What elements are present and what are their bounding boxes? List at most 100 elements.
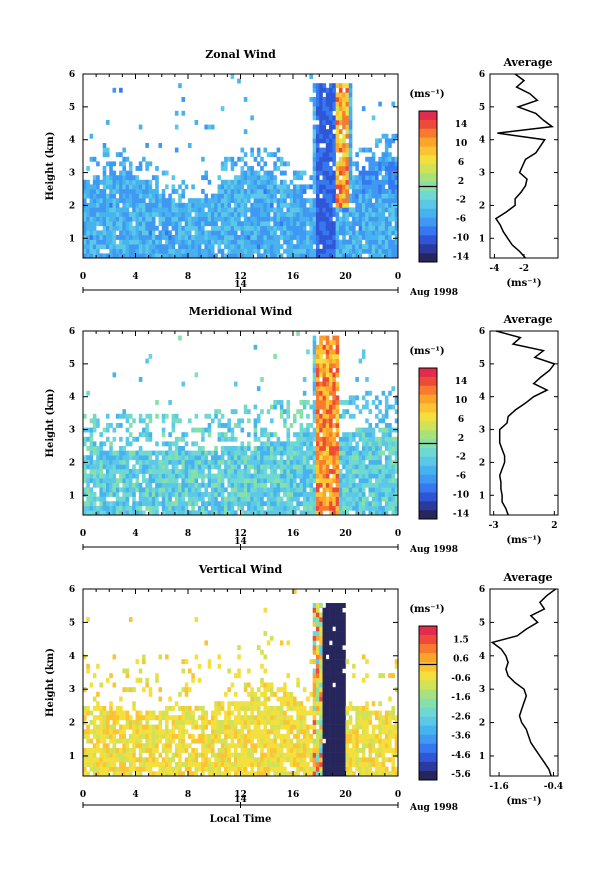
heatmap-cell xyxy=(325,386,330,392)
heatmap-cell xyxy=(240,455,245,461)
heatmap-cell xyxy=(325,87,330,93)
heatmap-cell xyxy=(86,221,90,227)
heatmap-cell xyxy=(138,482,143,488)
heatmap-cell xyxy=(375,441,379,447)
heatmap-cell xyxy=(266,640,271,646)
x-tick-label: 8 xyxy=(185,272,191,282)
heatmap-cell xyxy=(260,441,264,447)
heatmap-cell xyxy=(138,710,143,716)
heatmap-cell xyxy=(338,450,343,456)
heatmap-cell xyxy=(345,492,350,497)
heatmap-cell xyxy=(92,757,97,763)
heatmap-cell xyxy=(161,492,166,497)
heatmap-cell xyxy=(168,733,172,739)
heatmap-cell xyxy=(378,473,382,479)
heatmap-cell xyxy=(329,239,333,245)
heatmap-cell xyxy=(253,747,258,753)
heatmap-cell xyxy=(345,152,350,158)
heatmap-cell xyxy=(358,184,363,190)
heatmap-cell xyxy=(352,189,356,194)
heatmap-cell xyxy=(148,244,153,250)
heatmap-cell xyxy=(306,248,310,254)
heatmap-cell xyxy=(171,729,176,735)
heatmap-cell xyxy=(184,212,189,217)
heatmap-cell xyxy=(96,757,100,763)
heatmap-cell xyxy=(161,455,166,461)
heatmap-cell xyxy=(368,202,373,208)
heatmap-cell xyxy=(83,189,87,194)
heatmap-cell xyxy=(89,133,94,139)
heatmap-cell xyxy=(332,225,336,231)
heatmap-cell xyxy=(325,377,330,382)
heatmap-cell xyxy=(322,482,327,488)
heatmap-cell xyxy=(92,202,97,208)
heatmap-cell xyxy=(230,766,235,772)
heatmap-cell xyxy=(237,715,241,721)
heatmap-cell xyxy=(338,496,343,502)
heatmap-cell xyxy=(306,496,310,502)
heatmap-cell xyxy=(237,501,241,507)
heatmap-cell xyxy=(391,156,396,162)
heatmap-cell xyxy=(201,501,205,507)
heatmap-cell xyxy=(174,482,179,488)
heatmap-cell xyxy=(194,253,199,259)
heatmap-cell xyxy=(214,724,218,730)
heatmap-cell xyxy=(128,184,133,190)
heatmap-cell xyxy=(224,747,228,753)
heatmap-cell xyxy=(375,413,379,419)
heatmap-cell xyxy=(224,446,228,451)
heatmap-cell xyxy=(151,505,156,511)
heatmap-cell xyxy=(375,189,379,194)
heatmap-cell xyxy=(368,482,373,488)
heatmap-cell xyxy=(145,469,149,474)
heatmap-cell xyxy=(112,771,117,777)
heatmap-cell xyxy=(89,757,94,763)
heatmap-cell xyxy=(168,193,172,199)
heatmap-cell xyxy=(161,198,166,204)
heatmap-cell xyxy=(201,455,205,461)
heatmap-cell xyxy=(92,248,97,254)
heatmap-cell xyxy=(161,170,166,176)
heatmap-cell xyxy=(335,455,340,461)
heatmap-cell xyxy=(112,482,117,488)
heatmap-cell xyxy=(155,469,159,474)
heatmap-cell xyxy=(286,487,291,493)
heatmap-cell xyxy=(155,677,159,683)
heatmap-cell xyxy=(306,505,310,511)
heatmap-cell xyxy=(253,733,258,739)
heatmap-cell xyxy=(237,156,241,162)
heatmap-cell xyxy=(86,501,90,507)
heatmap-cell xyxy=(119,696,123,702)
heatmap-cell xyxy=(83,478,87,484)
heatmap-cell xyxy=(210,239,215,245)
heatmap-cell xyxy=(233,175,238,181)
heatmap-cell xyxy=(220,253,225,259)
heatmap-cell xyxy=(204,719,208,725)
heatmap-cell xyxy=(250,207,254,213)
heatmap-cell xyxy=(286,436,291,442)
heatmap-cell xyxy=(256,469,261,474)
heatmap-cell xyxy=(335,381,340,387)
heatmap-cell xyxy=(230,244,235,250)
heatmap-cell xyxy=(273,724,277,730)
heatmap-cell xyxy=(165,482,169,488)
heatmap-cell xyxy=(83,733,87,739)
heatmap-cell xyxy=(237,761,241,767)
heatmap-cell xyxy=(335,505,340,511)
heatmap-cell xyxy=(171,766,176,772)
heatmap-cell xyxy=(260,766,264,772)
heatmap-cell xyxy=(102,184,107,190)
heatmap-cell xyxy=(273,757,277,763)
heatmap-cell xyxy=(105,184,110,190)
heatmap-cell xyxy=(342,432,346,438)
heatmap-cell xyxy=(204,455,208,461)
heatmap-cell xyxy=(293,216,297,222)
heatmap-cell xyxy=(155,492,159,497)
heatmap-cell xyxy=(112,244,117,250)
heatmap-cell xyxy=(312,404,317,410)
heatmap-cell xyxy=(322,390,327,396)
heatmap-cell xyxy=(102,179,107,185)
heatmap-cell xyxy=(345,189,350,194)
heatmap-cell xyxy=(384,235,389,240)
heatmap-cell xyxy=(125,668,130,674)
